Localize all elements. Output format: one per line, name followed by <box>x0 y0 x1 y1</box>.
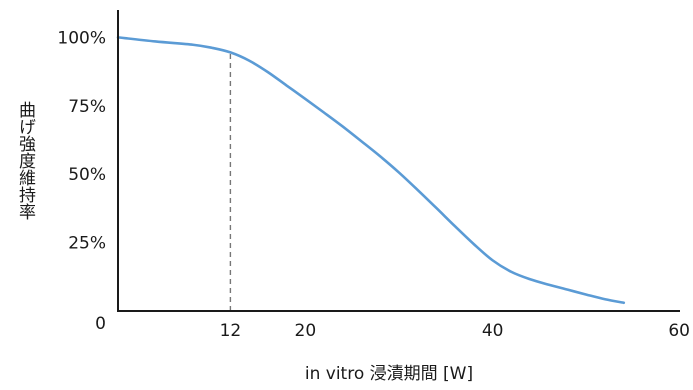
x-tick-label: 12 <box>220 321 242 341</box>
y-tick-label: 100% <box>57 28 106 48</box>
y-tick-label: 25% <box>68 234 106 254</box>
y-tick-label: 75% <box>68 97 106 117</box>
y-axis-title: 曲げ強度維持率 <box>15 101 35 220</box>
x-tick-label: 60 <box>668 321 690 341</box>
x-tick-label: 40 <box>482 321 504 341</box>
series-layer <box>116 36 626 305</box>
y-tick-labels: 0 25% 50% 75% 100% <box>57 28 106 334</box>
x-tick-label: 20 <box>295 321 317 341</box>
y-tick-label: 50% <box>68 165 106 185</box>
y-tick-label: 0 <box>95 314 106 334</box>
series-line-0 <box>116 36 626 305</box>
x-tick-labels: 12 20 40 60 <box>220 321 690 341</box>
axes <box>117 10 680 312</box>
x-axis-title: in vitro 浸漬期間 [W] <box>305 364 473 384</box>
